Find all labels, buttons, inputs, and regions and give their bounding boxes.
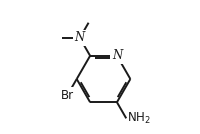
Text: N: N: [75, 31, 85, 44]
Text: Br: Br: [61, 89, 74, 102]
Text: NH$_2$: NH$_2$: [127, 111, 151, 126]
Text: N: N: [112, 49, 122, 62]
